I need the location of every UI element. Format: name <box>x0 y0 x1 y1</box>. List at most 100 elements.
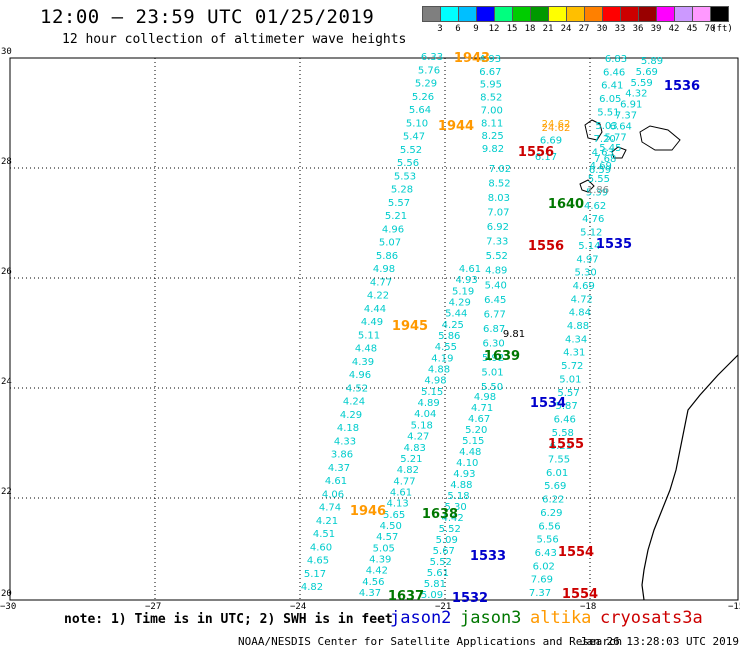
swh-value: 5.47 <box>403 132 425 143</box>
swh-value: 5.52 <box>486 251 508 262</box>
swh-value: 4.04 <box>414 409 436 420</box>
swh-value: 6.21 <box>550 441 572 452</box>
swh-value: 5.40 <box>485 280 507 291</box>
swh-value: 4.42 <box>441 513 463 524</box>
pass-time-label: 1532 <box>452 591 488 606</box>
swh-value: 5.89 <box>641 56 663 67</box>
swh-value: 5.57 <box>557 388 579 399</box>
swh-value: 4.88 <box>450 480 472 491</box>
swh-value: 6.87 <box>483 324 505 335</box>
swh-value: 6.22 <box>542 495 564 506</box>
swh-value: 4.61 <box>325 476 347 487</box>
swh-value: 5.01 <box>481 368 503 379</box>
latitude-label: 26 <box>1 267 12 277</box>
canary-island-3 <box>611 146 627 159</box>
swh-value: 5.86 <box>376 251 398 262</box>
pass-time-label: 1639 <box>484 349 520 364</box>
swh-value: 5.15 <box>421 387 443 398</box>
swh-value: 5.11 <box>358 330 380 341</box>
pass-time-label: 1945 <box>392 319 428 334</box>
swh-value: 4.37 <box>328 463 350 474</box>
swh-value: 4.93 <box>479 54 501 65</box>
swh-value: 4.96 <box>349 370 371 381</box>
scale-label: 33 <box>614 24 626 34</box>
swh-value: 5.19 <box>452 286 474 297</box>
swh-value: 5.14 <box>578 241 600 252</box>
swh-value: 5.55 <box>588 174 610 185</box>
swh-value: 5.52 <box>430 557 452 568</box>
credit-text: NOAA/NESDIS Center for Satellite Applica… <box>238 635 623 648</box>
pass-time-labels: 1943 1944 1945 1946 1556 1556 1555 1554 1554 1536… <box>350 51 700 606</box>
swh-value: 5.05 <box>373 543 395 554</box>
swh-value: 4.61 <box>390 487 412 498</box>
scale-label: 18 <box>524 24 536 34</box>
pass-time-label: 1943 <box>454 51 490 66</box>
swh-value: 4.89 <box>417 398 439 409</box>
legend-entry-s3a: s3a <box>672 608 703 628</box>
swh-value: 5.72 <box>561 361 583 372</box>
swh-value: 4.37 <box>359 588 381 599</box>
swh-value: 4.61 <box>459 264 481 275</box>
pass-time-label: 1637 <box>388 589 424 604</box>
map-title: 12:00 – 23:59 UTC 01/25/2019 <box>40 6 375 28</box>
scale-unit-label: (ft) <box>711 24 733 34</box>
map-subtitle: 12 hour collection of altimeter wave hei… <box>62 32 407 47</box>
swh-value: 4.96 <box>382 224 404 235</box>
swh-value: 5.59 <box>630 78 652 89</box>
swh-value: 6.46 <box>554 414 576 425</box>
swh-value: 5.10 <box>406 118 428 129</box>
swh-value: 4.62 <box>584 201 606 212</box>
swh-value: 7.07 <box>487 208 509 219</box>
pass-time-label: 1534 <box>530 396 566 411</box>
swh-value: 6.69 <box>540 136 562 147</box>
swh-value: 4.74 <box>319 503 341 514</box>
swh-value: 4.84 <box>569 308 591 319</box>
swh-value: 4.13 <box>386 499 408 510</box>
swh-value: 5.01 <box>559 374 581 385</box>
swh-value: 6.45 <box>484 295 506 306</box>
swh-value: 5.39 <box>586 188 608 199</box>
swh-value: 5.58 <box>552 428 574 439</box>
swh-value: 5.30 <box>444 502 466 513</box>
pass-time-label: 1556 <box>528 239 564 254</box>
swh-value: 7.00 <box>481 105 503 116</box>
pass-time-label: 24.62 <box>542 123 571 134</box>
pass-time-label: 1533 <box>470 549 506 564</box>
swh-value: 4.83 <box>404 443 426 454</box>
swh-value: 8.03 <box>488 193 510 204</box>
swh-value: 5.65 <box>383 510 405 521</box>
canary-island-4 <box>579 179 595 193</box>
swh-value: 6.30 <box>482 338 504 349</box>
scale-label: 36 <box>632 24 644 34</box>
swh-value: 6.59 <box>589 165 611 176</box>
swh-value: 5.69 <box>544 481 566 492</box>
swh-value: 4.34 <box>565 334 587 345</box>
swh-value: 4.06 <box>322 489 344 500</box>
swh-value: 4.29 <box>340 410 362 421</box>
swh-value: 4.25 <box>442 320 464 331</box>
swh-value: 5.69 <box>636 67 658 78</box>
gridlines <box>10 58 738 600</box>
swh-value: 6.33 <box>421 52 443 63</box>
swh-value: 6.64 <box>610 121 632 132</box>
swh-value: 4.50 <box>380 521 402 532</box>
swh-value: 4.57 <box>376 532 398 543</box>
swh-value: 5.18 <box>447 491 469 502</box>
swh-value: 5.17 <box>304 569 326 580</box>
swh-value: 9.82 <box>482 144 504 155</box>
swh-value: 5.52 <box>439 524 461 535</box>
scale-label: 30 <box>596 24 608 34</box>
swh-value: 5.45 <box>599 143 621 154</box>
swh-value: 5.67 <box>433 546 455 557</box>
swh-value: 5.18 <box>411 420 433 431</box>
canary-island-1 <box>584 119 603 141</box>
swh-value: 5.28 <box>391 185 413 196</box>
swh-value: 4.82 <box>397 465 419 476</box>
latitude-label: 24 <box>1 377 12 387</box>
latitude-label: 30 <box>1 47 12 57</box>
swh-value: 4.55 <box>435 342 457 353</box>
swh-value: 7.33 <box>486 237 508 248</box>
swh-value: 4.97 <box>576 254 598 265</box>
scale-label: 15 <box>506 24 518 34</box>
